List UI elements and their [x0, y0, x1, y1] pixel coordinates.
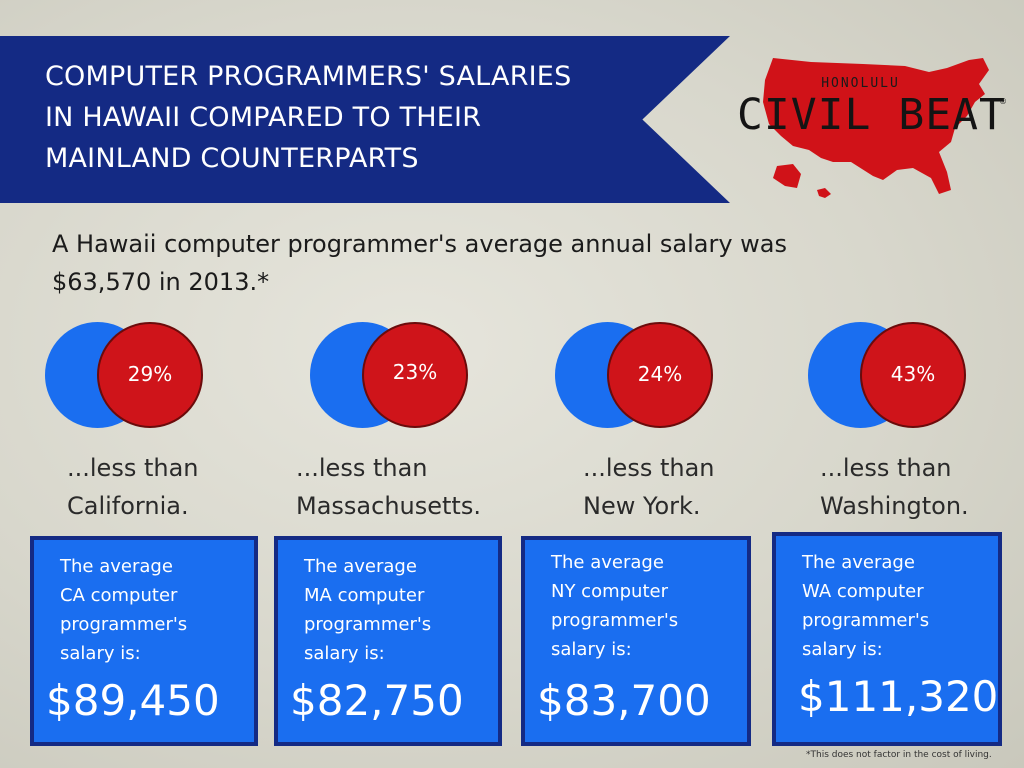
box-line-4: salary is: — [304, 643, 385, 664]
venn-diagram: 23% — [310, 322, 470, 428]
red-circle — [607, 322, 713, 428]
intro-line-2: $63,570 in 2013.* — [52, 268, 270, 296]
venn-diagram: 43% — [808, 322, 968, 428]
title-line-1: COMPUTER PROGRAMMERS' SALARIES — [45, 61, 572, 92]
comparison-california: 29% ...less than California. The average… — [30, 322, 295, 762]
percent-label: 24% — [637, 362, 683, 386]
civil-beat-logo: HONOLULU CIVIL BEAT ® — [733, 50, 1008, 200]
less-than-text: ...less than California. — [67, 449, 307, 525]
salary-box-text: The average WA computer programmer's sal… — [802, 548, 929, 664]
venn-diagram: 24% — [555, 322, 715, 428]
less-line-1: ...less than — [583, 454, 715, 482]
box-line-2: WA computer — [802, 581, 924, 602]
salary-box: The average MA computer programmer's sal… — [274, 536, 502, 746]
box-line-4: salary is: — [551, 639, 632, 660]
box-line-4: salary is: — [60, 643, 141, 664]
comparison-new-york: 24% ...less than New York. The average N… — [521, 322, 805, 762]
title-line-3: MAINLAND COUNTERPARTS — [45, 143, 419, 174]
intro-line-1: A Hawaii computer programmer's average a… — [52, 230, 788, 258]
less-than-text: ...less than New York. — [583, 449, 823, 525]
box-line-1: The average — [304, 556, 417, 577]
salary-box: The average WA computer programmer's sal… — [772, 532, 1002, 746]
salary-box-text: The average CA computer programmer's sal… — [60, 552, 187, 668]
state-name: Washington. — [820, 492, 969, 520]
percent-label: 43% — [890, 362, 936, 386]
percent-label: 23% — [392, 360, 438, 384]
box-line-3: programmer's — [60, 614, 188, 635]
state-name: California. — [67, 492, 189, 520]
title-banner — [0, 36, 730, 203]
salary-value: $83,700 — [537, 676, 711, 725]
box-line-3: programmer's — [304, 614, 432, 635]
salary-box: The average NY computer programmer's sal… — [521, 536, 751, 746]
venn-diagram: 29% — [45, 322, 205, 428]
state-name: Massachusetts. — [296, 492, 481, 520]
red-circle — [362, 322, 468, 428]
comparison-washington: 43% ...less than Washington. The average… — [772, 322, 1024, 762]
less-line-1: ...less than — [67, 454, 199, 482]
less-than-text: ...less than Washington. — [820, 449, 1024, 525]
comparison-massachusetts: 23% ...less than Massachusetts. The aver… — [274, 322, 560, 762]
logo-top-text: HONOLULU — [821, 76, 900, 91]
usa-map-icon — [763, 58, 989, 198]
salary-value: $82,750 — [290, 676, 464, 725]
state-name: New York. — [583, 492, 701, 520]
salary-box-text: The average MA computer programmer's sal… — [304, 552, 431, 668]
less-line-1: ...less than — [820, 454, 952, 482]
title-line-2: IN HAWAII COMPARED TO THEIR — [45, 102, 482, 133]
box-line-1: The average — [551, 552, 664, 573]
page-title: COMPUTER PROGRAMMERS' SALARIES IN HAWAII… — [45, 56, 685, 179]
salary-value: $111,320 — [798, 672, 999, 721]
salary-value: $89,450 — [46, 676, 220, 725]
salary-box-text: The average NY computer programmer's sal… — [551, 548, 678, 664]
box-line-4: salary is: — [802, 639, 883, 660]
intro-text: A Hawaii computer programmer's average a… — [52, 225, 872, 301]
less-line-1: ...less than — [296, 454, 428, 482]
box-line-1: The average — [802, 552, 915, 573]
red-circle — [97, 322, 203, 428]
box-line-2: CA computer — [60, 585, 178, 606]
box-line-3: programmer's — [551, 610, 679, 631]
percent-label: 29% — [127, 362, 173, 386]
box-line-2: MA computer — [304, 585, 425, 606]
logo-main-text: CIVIL BEAT — [737, 90, 1006, 140]
box-line-3: programmer's — [802, 610, 930, 631]
less-than-text: ...less than Massachusetts. — [296, 449, 536, 525]
footnote: *This does not factor in the cost of liv… — [806, 750, 992, 760]
registered-mark: ® — [999, 97, 1007, 106]
box-line-2: NY computer — [551, 581, 668, 602]
box-line-1: The average — [60, 556, 173, 577]
red-circle — [860, 322, 966, 428]
salary-box: The average CA computer programmer's sal… — [30, 536, 258, 746]
